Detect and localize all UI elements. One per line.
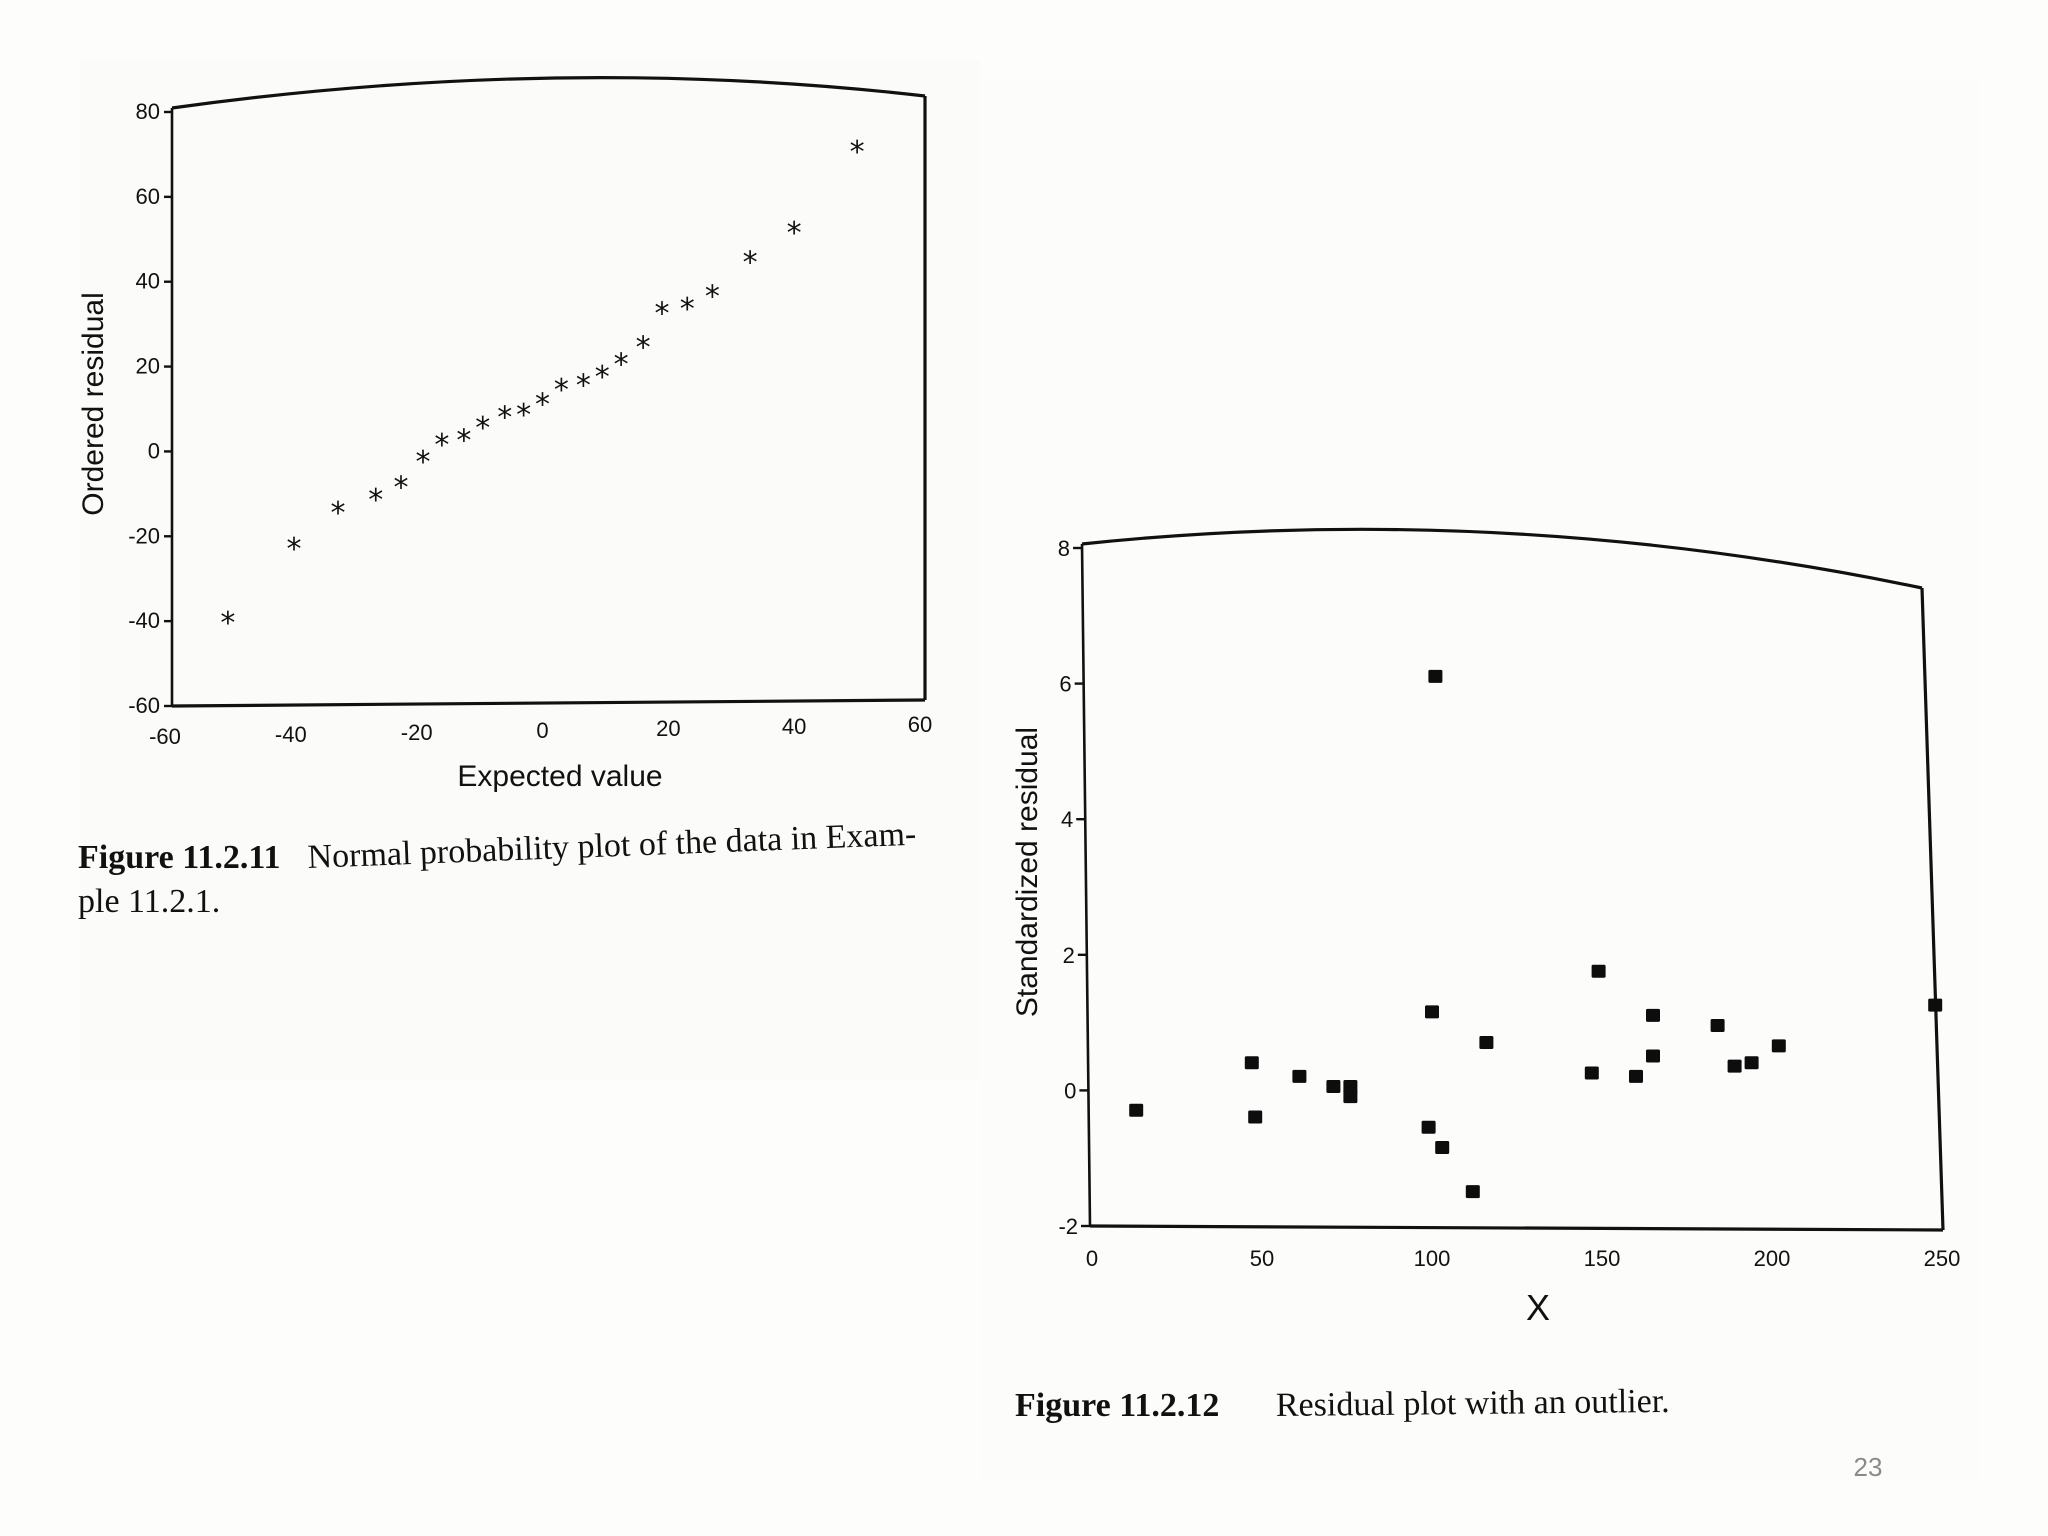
y-tick-label: 2	[1063, 943, 1075, 968]
data-point-square	[1629, 1069, 1643, 1083]
x-tick-label: 200	[1754, 1246, 1791, 1271]
x-tick-label: 50	[1250, 1246, 1274, 1271]
data-point-square	[1710, 1018, 1725, 1032]
data-point-asterisk: *	[415, 445, 430, 480]
data-point-asterisk: *	[393, 470, 408, 505]
data-point-square	[1928, 998, 1943, 1012]
data-point-asterisk: *	[475, 411, 490, 446]
x-tick-label: 100	[1414, 1246, 1451, 1271]
y-tick-label: 4	[1061, 807, 1073, 832]
y-tick-label: 8	[1058, 536, 1070, 561]
data-point-asterisk: *	[850, 135, 865, 170]
page-scan-right	[980, 80, 1980, 1480]
data-point-asterisk: *	[554, 373, 569, 408]
x-axis-ticks: 0 50 100 150 200 250	[1086, 1246, 1960, 1271]
y-tick-label: -2	[1058, 1214, 1078, 1239]
plot-frame-right	[1920, 587, 1945, 1231]
y-axis-title: Ordered residual	[77, 292, 110, 515]
data-point-asterisk: *	[434, 428, 449, 463]
y-tick-label: 40	[136, 269, 160, 294]
figure-caption-label: Figure 11.2.12	[1015, 1387, 1219, 1424]
data-point-asterisk: *	[220, 606, 235, 641]
data-point-square	[1428, 669, 1443, 683]
data-point-asterisk: *	[636, 330, 651, 365]
plot-frame-top-curve	[1081, 527, 1923, 590]
page-number: 23	[1854, 1452, 1883, 1482]
data-point-asterisk: *	[516, 398, 531, 433]
residual-plot: 8 6 4 2 0 -2 0 50 100 150 200 250 X Standardized r…	[1011, 527, 1960, 1424]
figure-caption-text: Residual plot with an outlier.	[1276, 1383, 1670, 1424]
data-point-asterisk: *	[595, 360, 610, 395]
x-axis-title: X	[1526, 1287, 1550, 1328]
x-axis-ticks: -60 -40 -20 0 20 40 60	[149, 712, 932, 749]
data-point-asterisk: *	[680, 292, 695, 327]
x-tick-label: 0	[1086, 1246, 1098, 1271]
data-point-asterisk: *	[456, 424, 471, 459]
x-tick-label: 40	[782, 714, 806, 739]
x-tick-label: 20	[656, 716, 680, 741]
data-point-square	[1465, 1185, 1480, 1199]
data-point-square	[1421, 1120, 1436, 1134]
data-point-square	[1646, 1049, 1660, 1063]
data-point-square	[1646, 1008, 1660, 1022]
figure-caption-label: Figure 11.2.11	[78, 839, 280, 876]
data-point-asterisk: *	[576, 369, 591, 404]
data-point-square	[1479, 1035, 1494, 1049]
data-point-square	[1771, 1039, 1786, 1053]
y-tick-label: 80	[136, 99, 160, 124]
x-tick-label: 60	[908, 712, 932, 737]
data-point-square	[1244, 1056, 1259, 1070]
plot-frame-bottom	[171, 698, 926, 708]
data-point-square	[1591, 964, 1606, 978]
y-axis-title: Standardized residual	[1011, 727, 1044, 1017]
x-tick-label: -20	[401, 720, 433, 745]
data-point-asterisk: *	[535, 388, 550, 423]
data-points	[1129, 669, 1943, 1199]
y-tick-label: 20	[136, 354, 160, 379]
data-point-asterisk: *	[787, 216, 802, 251]
data-point-square	[1343, 1090, 1358, 1104]
x-axis-title: Expected value	[457, 760, 662, 793]
x-tick-label: 0	[536, 718, 548, 743]
data-point-square	[1129, 1103, 1144, 1117]
y-tick-label: -20	[128, 523, 160, 548]
plot-frame-bottom	[1089, 1224, 1944, 1232]
x-tick-label: -60	[149, 724, 181, 749]
y-axis-line	[1080, 543, 1092, 1227]
data-point-square	[1744, 1056, 1759, 1070]
y-tick-label: 0	[148, 438, 160, 463]
y-tick-label: -40	[128, 608, 160, 633]
data-point-square	[1584, 1066, 1599, 1080]
data-point-square	[1435, 1141, 1450, 1155]
data-point-square	[1343, 1080, 1358, 1094]
plot-frame-top-curve	[171, 76, 926, 110]
data-points: *** * ** * * * * * * * * * * ** * ****	[220, 135, 864, 641]
data-point-asterisk: *	[331, 496, 346, 531]
x-tick-label: -40	[275, 722, 307, 747]
y-tick-label: -60	[128, 693, 160, 718]
data-point-square	[1425, 1005, 1439, 1019]
data-point-asterisk: *	[705, 279, 720, 314]
x-tick-label: 150	[1584, 1246, 1621, 1271]
y-tick-label: 0	[1064, 1078, 1076, 1103]
figure-caption-text-line2: ple 11.2.1.	[78, 883, 220, 920]
page-scan-left	[80, 60, 980, 1080]
data-point-asterisk: *	[655, 296, 670, 331]
data-point-asterisk: *	[614, 347, 629, 382]
x-tick-label: 250	[1924, 1246, 1961, 1271]
data-point-square	[1326, 1080, 1341, 1094]
data-point-square	[1292, 1069, 1307, 1083]
data-point-asterisk: *	[497, 400, 512, 435]
y-axis-ticks: 80 60 40 20 0 -20 -40 -60	[128, 99, 172, 718]
y-tick-label: 6	[1059, 672, 1071, 697]
data-point-asterisk: *	[743, 246, 758, 281]
data-point-square	[1248, 1110, 1263, 1124]
data-point-square	[1727, 1059, 1742, 1073]
y-tick-label: 60	[136, 184, 160, 209]
data-point-asterisk: *	[286, 532, 301, 567]
y-axis-ticks: 8 6 4 2 0 -2	[1058, 536, 1090, 1239]
data-point-asterisk: *	[368, 483, 383, 518]
